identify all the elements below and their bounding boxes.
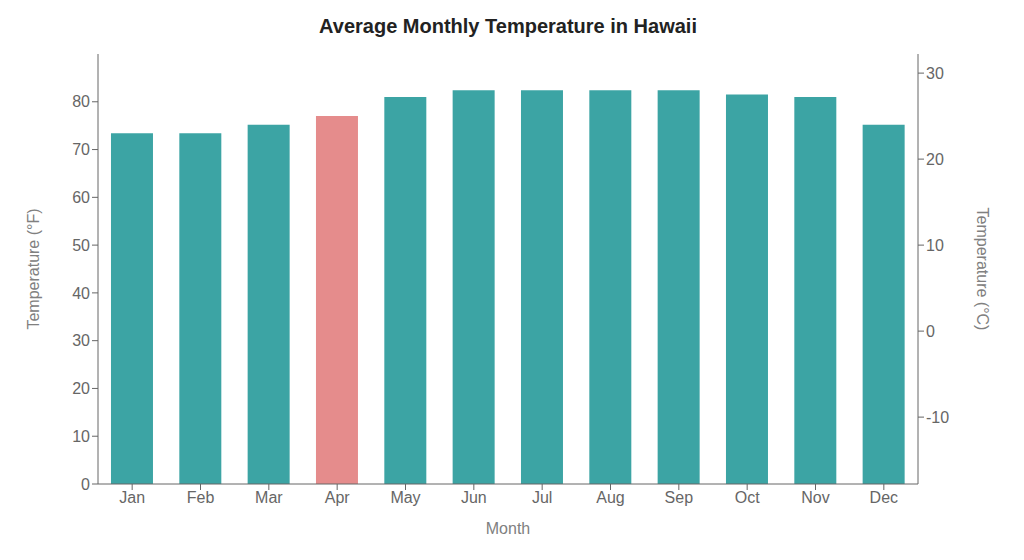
svg-text:30: 30 — [926, 65, 944, 82]
svg-text:30: 30 — [72, 332, 90, 349]
svg-text:Nov: Nov — [801, 489, 829, 506]
svg-text:Mar: Mar — [255, 489, 283, 506]
svg-text:Temperature (°F): Temperature (°F) — [25, 208, 42, 329]
svg-text:0: 0 — [926, 323, 935, 340]
svg-text:Feb: Feb — [187, 489, 215, 506]
svg-text:Jan: Jan — [119, 489, 145, 506]
svg-text:80: 80 — [72, 93, 90, 110]
html-text:Average Monthly Temperature in: Average Monthly Temperature in Hawaii — [319, 15, 697, 37]
svg-text:May: May — [390, 489, 420, 506]
svg-text:Temperature (°C): Temperature (°C) — [974, 208, 991, 331]
svg-text:10: 10 — [926, 237, 944, 254]
svg-text:Jun: Jun — [461, 489, 487, 506]
svg-text:Aug: Aug — [596, 489, 624, 506]
svg-text:20: 20 — [72, 380, 90, 397]
svg-text:50: 50 — [72, 237, 90, 254]
svg-text:Apr: Apr — [325, 489, 351, 506]
svg-text:0: 0 — [81, 476, 90, 493]
svg-text:10: 10 — [72, 428, 90, 445]
svg-text:40: 40 — [72, 285, 90, 302]
svg-text:Oct: Oct — [735, 489, 760, 506]
svg-text:60: 60 — [72, 189, 90, 206]
svg-text:70: 70 — [72, 141, 90, 158]
svg-text:Jul: Jul — [532, 489, 552, 506]
svg-text:Dec: Dec — [870, 489, 898, 506]
svg-text:Month: Month — [486, 520, 530, 537]
svg-text:Sep: Sep — [665, 489, 694, 506]
svg-text:-10: -10 — [926, 409, 949, 426]
svg-text:20: 20 — [926, 151, 944, 168]
